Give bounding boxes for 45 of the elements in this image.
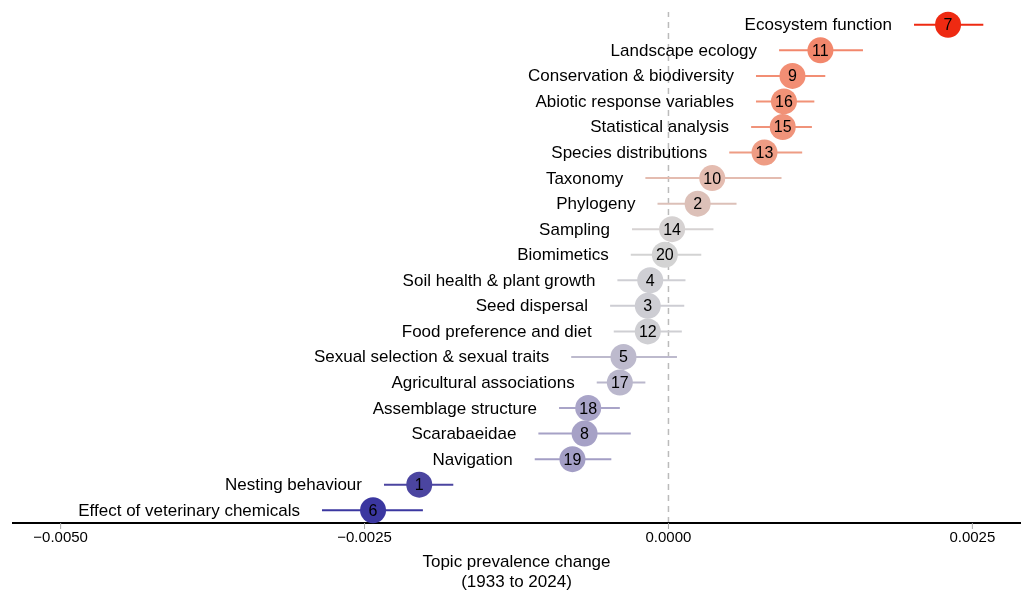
y-tick-label: Phylogeny <box>556 194 637 214</box>
y-tick-label: Species distributions <box>551 143 708 163</box>
x-tick-label: 0.0000 <box>645 527 692 545</box>
y-tick-label: Landscape ecology <box>610 40 758 60</box>
annotation: 9 <box>788 67 797 85</box>
y-tick-label: Nesting behaviour <box>224 475 363 495</box>
y-tick-label: Soil health & plant growth <box>402 270 596 290</box>
y-tick-label: Navigation <box>432 449 513 469</box>
annotation: 6 <box>368 501 378 519</box>
y-tick-label: Taxonomy <box>545 168 624 188</box>
annotation: 13 <box>755 144 774 162</box>
annotation: 1 <box>414 476 424 494</box>
x-tick-label: −0.0050 <box>33 527 88 545</box>
x-tick-label: 0.0025 <box>949 527 996 545</box>
annotation: 8 <box>580 425 590 443</box>
annotation: 20 <box>655 246 674 264</box>
annotation: 2 <box>693 195 703 213</box>
annotation: 7 <box>943 16 953 34</box>
annotation: 15 <box>773 118 792 136</box>
y-tick-label: Statistical analysis <box>590 117 730 137</box>
y-tick-label: Biomimetics <box>517 245 609 265</box>
annotation: 12 <box>638 322 657 340</box>
y-tick-label: Food preference and diet <box>401 321 593 341</box>
y-tick-label: Sexual selection & sexual traits <box>313 347 550 367</box>
x-tick-label: −0.0025 <box>337 527 392 545</box>
x-axis-title: Topic prevalence change (1933 to 2024) <box>422 552 611 591</box>
y-tick-label: Abiotic response variables <box>535 91 734 111</box>
annotation: 18 <box>579 399 598 417</box>
annotation: 19 <box>563 450 582 468</box>
y-tick-label: Agricultural associations <box>391 372 575 392</box>
annotation: 5 <box>619 348 629 366</box>
annotation: 4 <box>645 271 655 289</box>
y-tick-label: Seed dispersal <box>475 296 589 316</box>
annotation: 17 <box>610 373 629 391</box>
annotation: 11 <box>812 41 829 59</box>
y-tick-label: Effect of veterinary chemicals <box>78 500 300 520</box>
y-tick-label: Assemblage structure <box>372 398 538 418</box>
annotation: 3 <box>643 297 653 315</box>
annotation: 10 <box>703 169 722 187</box>
y-tick-label: Sampling <box>539 219 610 239</box>
annotation: 16 <box>775 92 793 110</box>
y-tick-label: Conservation & biodiversity <box>528 66 735 86</box>
annotation: 14 <box>663 220 682 238</box>
y-tick-label: Ecosystem function <box>744 15 893 35</box>
y-tick-label: Scarabaeidae <box>411 424 517 444</box>
